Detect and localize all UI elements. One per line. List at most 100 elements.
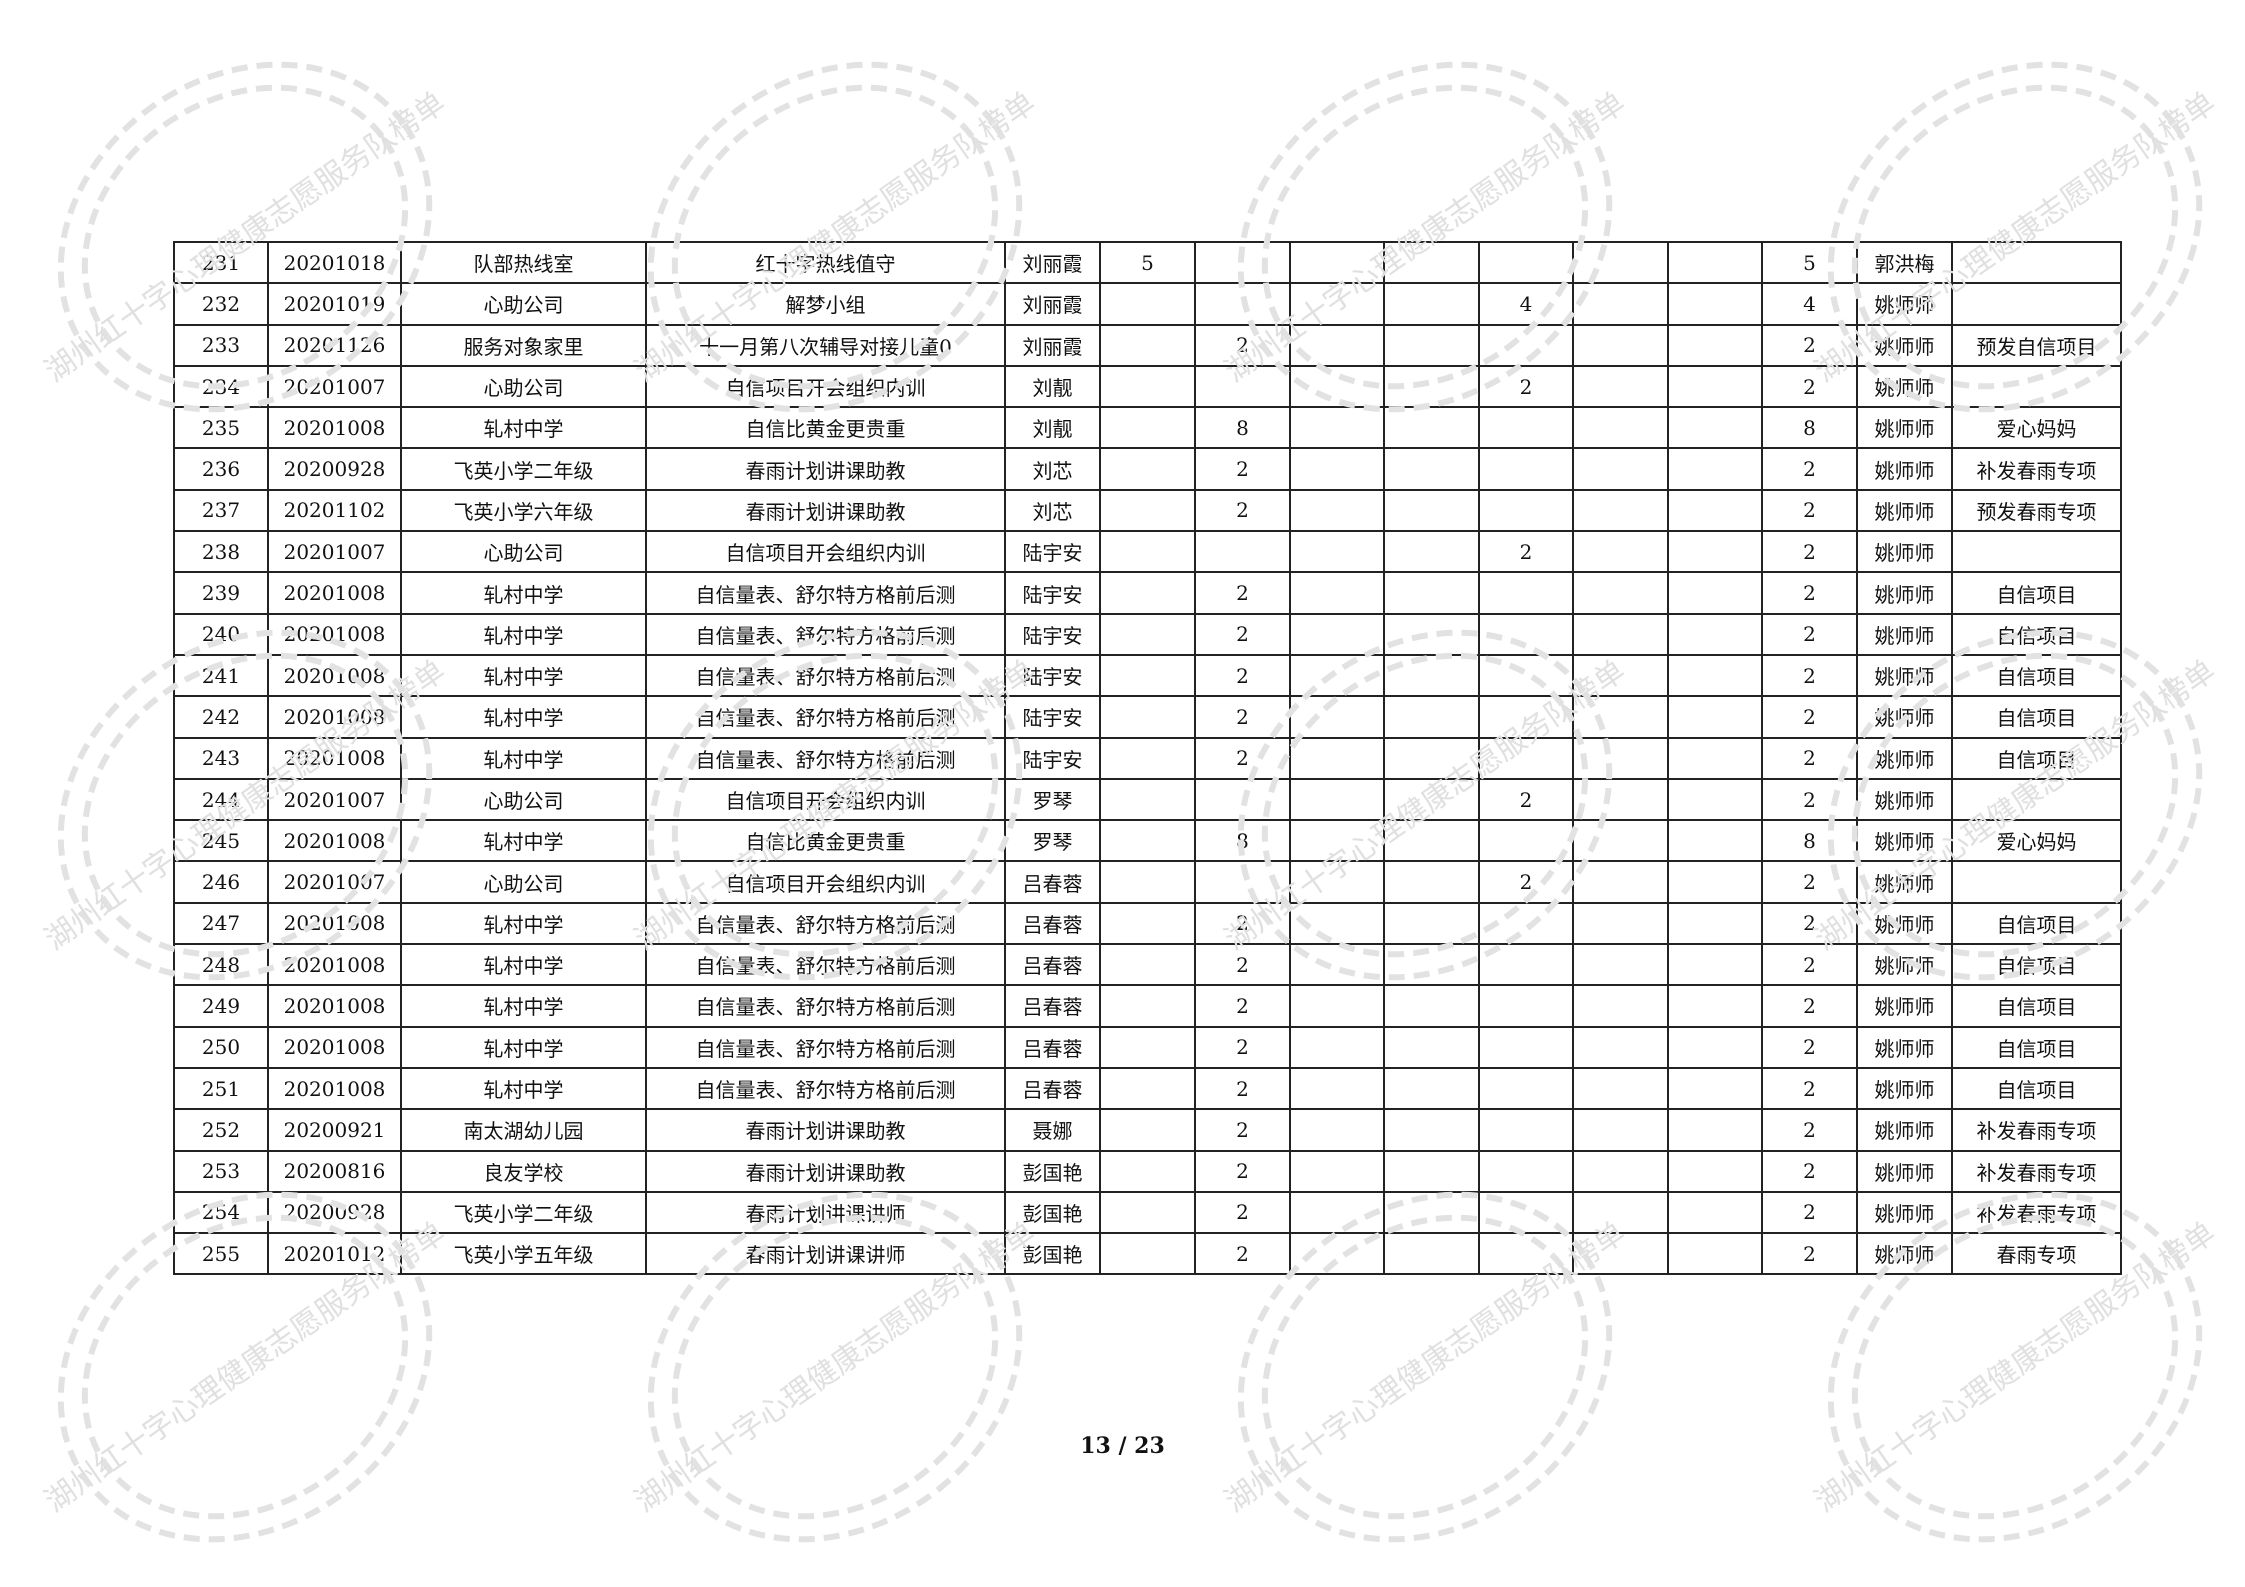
cell-hours-col-7 bbox=[1667, 240, 1763, 285]
cell-volunteer-name: 罗琴 bbox=[1004, 777, 1101, 822]
cell-supervisor: 姚师师 bbox=[1856, 736, 1953, 780]
cell-hours-col-2: 2 bbox=[1194, 612, 1291, 656]
cell-date: 20200816 bbox=[267, 1149, 402, 1193]
cell-note bbox=[1951, 282, 2122, 326]
cell-hours-col-3 bbox=[1289, 571, 1385, 615]
cell-location: 心助公司 bbox=[400, 777, 647, 822]
cell-location: 队部热线室 bbox=[400, 240, 647, 285]
cell-activity: 春雨计划讲课讲师 bbox=[645, 1190, 1006, 1235]
cell-volunteer-name: 吕春蓉 bbox=[1004, 1066, 1101, 1111]
cell-hours-col-2 bbox=[1194, 530, 1291, 574]
cell-hours-col-1 bbox=[1099, 777, 1196, 822]
cell-location: 心助公司 bbox=[400, 364, 647, 409]
cell-hours-col-2 bbox=[1194, 240, 1291, 285]
cell-note: 补发春雨专项 bbox=[1951, 1108, 2122, 1152]
cell-location: 轧村中学 bbox=[400, 571, 647, 615]
cell-date: 20201008 bbox=[267, 943, 402, 987]
cell-hours-col-2 bbox=[1194, 282, 1291, 326]
cell-row-number: 240 bbox=[173, 612, 269, 656]
cell-total-hours: 8 bbox=[1761, 819, 1858, 863]
cell-total-hours: 2 bbox=[1761, 984, 1858, 1028]
cell-row-number: 234 bbox=[173, 364, 269, 409]
cell-volunteer-name: 陆宇安 bbox=[1004, 612, 1101, 656]
cell-date: 20201008 bbox=[267, 571, 402, 615]
cell-note: 自信项目 bbox=[1951, 612, 2122, 656]
cell-total-hours: 2 bbox=[1761, 571, 1858, 615]
table-row: 238 20201007 心助公司 自信项目开会组织内训 陆宇安 2 2 姚师师 bbox=[173, 530, 2122, 574]
cell-date: 20201008 bbox=[267, 1025, 402, 1069]
cell-hours-col-3 bbox=[1289, 1025, 1385, 1069]
cell-hours-col-1 bbox=[1099, 653, 1196, 698]
cell-location: 飞英小学二年级 bbox=[400, 1190, 647, 1235]
cell-row-number: 253 bbox=[173, 1149, 269, 1193]
cell-hours-col-7 bbox=[1667, 282, 1763, 326]
cell-supervisor: 姚师师 bbox=[1856, 984, 1953, 1028]
cell-hours-col-6 bbox=[1572, 984, 1669, 1028]
cell-note: 春雨专项 bbox=[1951, 1232, 2122, 1276]
table-row: 247 20201008 轧村中学 自信量表、舒尔特方格前后测 吕春蓉 2 2 姚师师 自信项目 bbox=[173, 901, 2122, 946]
cell-date: 20200928 bbox=[267, 447, 402, 491]
cell-volunteer-name: 刘靓 bbox=[1004, 364, 1101, 409]
cell-location: 轧村中学 bbox=[400, 406, 647, 450]
cell-hours-col-4 bbox=[1383, 1108, 1480, 1152]
cell-total-hours: 5 bbox=[1761, 240, 1858, 285]
cell-hours-col-6 bbox=[1572, 860, 1669, 904]
cell-row-number: 238 bbox=[173, 530, 269, 574]
cell-note: 自信项目 bbox=[1951, 571, 2122, 615]
cell-activity: 自信量表、舒尔特方格前后测 bbox=[645, 736, 1006, 780]
cell-hours-col-6 bbox=[1572, 1066, 1669, 1111]
cell-hours-col-5: 2 bbox=[1478, 860, 1574, 904]
table-row: 240 20201008 轧村中学 自信量表、舒尔特方格前后测 陆宇安 2 2 姚师师 自信项目 bbox=[173, 612, 2122, 656]
cell-hours-col-3 bbox=[1289, 1108, 1385, 1152]
cell-hours-col-7 bbox=[1667, 571, 1763, 615]
cell-total-hours: 2 bbox=[1761, 488, 1858, 533]
cell-hours-col-1: 5 bbox=[1099, 240, 1196, 285]
cell-supervisor: 姚师师 bbox=[1856, 777, 1953, 822]
cell-hours-col-3 bbox=[1289, 1149, 1385, 1193]
cell-hours-col-7 bbox=[1667, 819, 1763, 863]
cell-hours-col-7 bbox=[1667, 406, 1763, 450]
cell-hours-col-3 bbox=[1289, 777, 1385, 822]
cell-activity: 自信量表、舒尔特方格前后测 bbox=[645, 943, 1006, 987]
cell-activity: 自信量表、舒尔特方格前后测 bbox=[645, 901, 1006, 946]
table-row: 237 20201102 飞英小学六年级 春雨计划讲课助教 刘芯 2 2 姚师师 预发春雨专项 bbox=[173, 488, 2122, 533]
cell-hours-col-1 bbox=[1099, 860, 1196, 904]
cell-date: 20200928 bbox=[267, 1190, 402, 1235]
cell-volunteer-name: 吕春蓉 bbox=[1004, 984, 1101, 1028]
cell-row-number: 235 bbox=[173, 406, 269, 450]
cell-hours-col-6 bbox=[1572, 819, 1669, 863]
cell-activity: 自信量表、舒尔特方格前后测 bbox=[645, 653, 1006, 698]
cell-hours-col-1 bbox=[1099, 447, 1196, 491]
cell-hours-col-7 bbox=[1667, 447, 1763, 491]
cell-supervisor: 姚师师 bbox=[1856, 571, 1953, 615]
cell-hours-col-5 bbox=[1478, 1190, 1574, 1235]
cell-volunteer-name: 刘丽霞 bbox=[1004, 323, 1101, 367]
cell-hours-col-2: 2 bbox=[1194, 653, 1291, 698]
cell-hours-col-5 bbox=[1478, 901, 1574, 946]
cell-note bbox=[1951, 530, 2122, 574]
cell-note: 自信项目 bbox=[1951, 901, 2122, 946]
cell-date: 20201007 bbox=[267, 777, 402, 822]
cell-supervisor: 郭洪梅 bbox=[1856, 240, 1953, 285]
cell-volunteer-name: 彭国艳 bbox=[1004, 1149, 1101, 1193]
cell-note: 自信项目 bbox=[1951, 984, 2122, 1028]
cell-hours-col-1 bbox=[1099, 901, 1196, 946]
cell-volunteer-name: 刘芯 bbox=[1004, 488, 1101, 533]
cell-hours-col-7 bbox=[1667, 323, 1763, 367]
cell-hours-col-5 bbox=[1478, 447, 1574, 491]
cell-volunteer-name: 吕春蓉 bbox=[1004, 1025, 1101, 1069]
cell-total-hours: 2 bbox=[1761, 860, 1858, 904]
cell-note bbox=[1951, 777, 2122, 822]
cell-activity: 自信量表、舒尔特方格前后测 bbox=[645, 1025, 1006, 1069]
cell-hours-col-1 bbox=[1099, 695, 1196, 739]
cell-location: 轧村中学 bbox=[400, 1025, 647, 1069]
cell-location: 心助公司 bbox=[400, 282, 647, 326]
table-row: 236 20200928 飞英小学二年级 春雨计划讲课助教 刘芯 2 2 姚师师 补发春雨专项 bbox=[173, 447, 2122, 491]
cell-hours-col-1 bbox=[1099, 612, 1196, 656]
cell-hours-col-2: 2 bbox=[1194, 1149, 1291, 1193]
cell-location: 轧村中学 bbox=[400, 736, 647, 780]
cell-activity: 解梦小组 bbox=[645, 282, 1006, 326]
cell-volunteer-name: 刘丽霞 bbox=[1004, 240, 1101, 285]
cell-row-number: 255 bbox=[173, 1232, 269, 1276]
table-row: 253 20200816 良友学校 春雨计划讲课助教 彭国艳 2 2 姚师师 补发春雨专项 bbox=[173, 1149, 2122, 1193]
